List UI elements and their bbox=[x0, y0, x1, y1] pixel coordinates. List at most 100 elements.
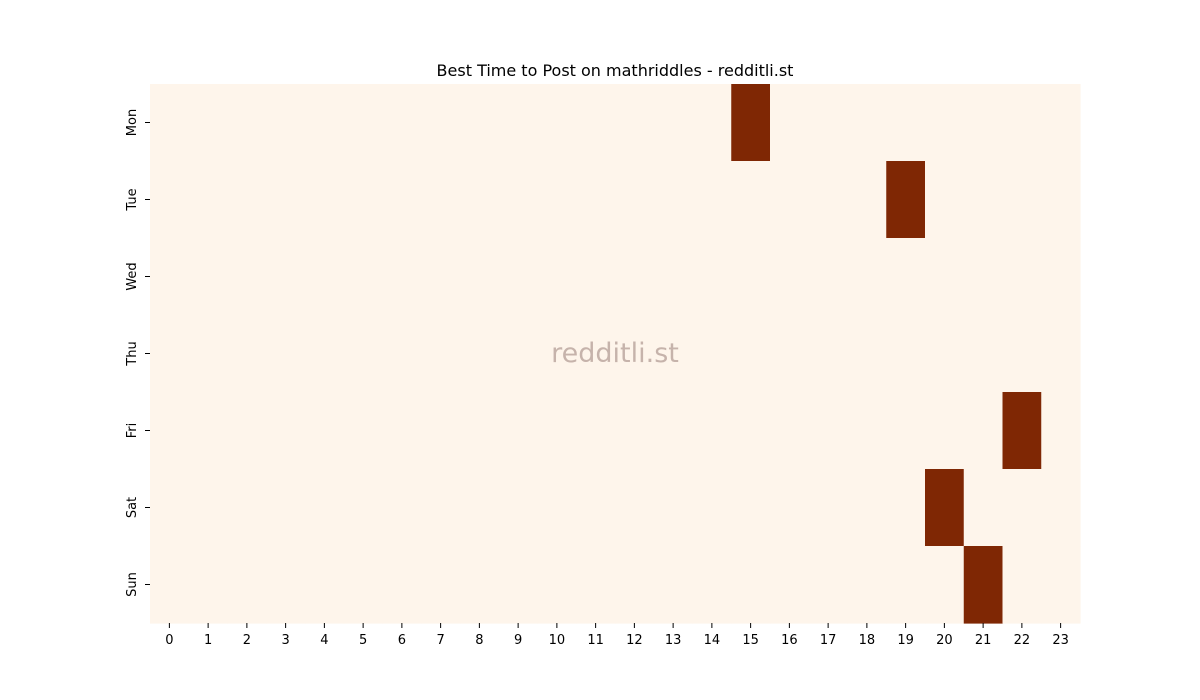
heatmap-cell-fri-17 bbox=[808, 392, 849, 470]
heatmap-cell-wed-2 bbox=[227, 238, 267, 316]
x-tick-label: 21 bbox=[975, 633, 992, 648]
heatmap-cell-thu-1 bbox=[188, 315, 229, 393]
heatmap-cell-fri-2 bbox=[227, 392, 267, 470]
heatmap-cell-tue-12 bbox=[615, 161, 655, 239]
heatmap-cell-mon-18 bbox=[847, 84, 887, 162]
heatmap-cell-sat-13 bbox=[653, 469, 694, 547]
heatmap-cell-wed-22 bbox=[1002, 238, 1042, 316]
heatmap-cell-mon-12 bbox=[615, 84, 655, 162]
heatmap-cell-tue-8 bbox=[460, 161, 500, 239]
x-tick-label: 13 bbox=[665, 633, 682, 648]
heatmap-cell-sat-16 bbox=[770, 469, 810, 547]
heatmap-cell-fri-20 bbox=[925, 392, 965, 470]
x-tick-label: 9 bbox=[514, 633, 522, 648]
heatmap-cell-sat-20 bbox=[925, 469, 965, 547]
heatmap-cell-tue-18 bbox=[847, 161, 887, 239]
heatmap-cell-wed-20 bbox=[925, 238, 965, 316]
heatmap-cell-thu-4 bbox=[305, 315, 345, 393]
x-tick-label: 2 bbox=[243, 633, 251, 648]
heatmap-cell-thu-10 bbox=[537, 315, 577, 393]
heatmap-cell-fri-16 bbox=[770, 392, 810, 470]
heatmap-cell-sun-7 bbox=[421, 546, 461, 624]
heatmap-cell-sat-21 bbox=[963, 469, 1004, 547]
heatmap-cell-thu-21 bbox=[963, 315, 1004, 393]
heatmap-cell-sun-17 bbox=[808, 546, 849, 624]
heatmap-cell-mon-22 bbox=[1002, 84, 1042, 162]
heatmap-cell-fri-19 bbox=[886, 392, 926, 470]
heatmap-cell-sat-11 bbox=[576, 469, 616, 547]
heatmap-cell-mon-21 bbox=[963, 84, 1004, 162]
heatmap-cell-thu-5 bbox=[343, 315, 384, 393]
heatmap-cell-wed-6 bbox=[382, 238, 422, 316]
heatmap-cell-mon-23 bbox=[1041, 84, 1081, 162]
heatmap-cell-sun-2 bbox=[227, 546, 267, 624]
heatmap-cell-wed-19 bbox=[886, 238, 926, 316]
heatmap-cell-fri-18 bbox=[847, 392, 887, 470]
heatmap-cell-wed-7 bbox=[421, 238, 461, 316]
heatmap-cell-wed-15 bbox=[731, 238, 771, 316]
heatmap-cell-thu-9 bbox=[498, 315, 539, 393]
heatmap-cell-tue-6 bbox=[382, 161, 422, 239]
heatmap-cell-sat-17 bbox=[808, 469, 849, 547]
heatmap-cell-sat-15 bbox=[731, 469, 771, 547]
heatmap-cell-fri-1 bbox=[188, 392, 229, 470]
heatmap-cell-tue-5 bbox=[343, 161, 384, 239]
y-tick-label: Tue bbox=[125, 188, 140, 211]
x-tick-label: 19 bbox=[897, 633, 914, 648]
heatmap-cell-wed-4 bbox=[305, 238, 345, 316]
heatmap-cell-mon-8 bbox=[460, 84, 500, 162]
heatmap-cell-wed-12 bbox=[615, 238, 655, 316]
y-axis: Mon Tue Wed Thu Fri Sat Sun bbox=[125, 109, 150, 597]
y-tick-label: Thu bbox=[125, 341, 140, 366]
heatmap-cell-sat-7 bbox=[421, 469, 461, 547]
x-tick-label: 5 bbox=[359, 633, 367, 648]
heatmap-cell-tue-1 bbox=[188, 161, 229, 239]
heatmap-cell-sun-11 bbox=[576, 546, 616, 624]
heatmap-cell-sun-23 bbox=[1041, 546, 1081, 624]
heatmap-cell-mon-4 bbox=[305, 84, 345, 162]
heatmap-cell-fri-3 bbox=[266, 392, 306, 470]
heatmap-cell-sat-4 bbox=[305, 469, 345, 547]
heatmap-cell-tue-20 bbox=[925, 161, 965, 239]
heatmap-cell-mon-20 bbox=[925, 84, 965, 162]
heatmap-cell-sun-9 bbox=[498, 546, 539, 624]
heatmap-cell-thu-3 bbox=[266, 315, 306, 393]
heatmap-cell-tue-2 bbox=[227, 161, 267, 239]
heatmap-cell-tue-17 bbox=[808, 161, 849, 239]
heatmap-cell-fri-4 bbox=[305, 392, 345, 470]
heatmap-cell-mon-13 bbox=[653, 84, 694, 162]
heatmap-cell-wed-5 bbox=[343, 238, 384, 316]
heatmap-cell-sun-10 bbox=[537, 546, 577, 624]
heatmap-cell-sat-23 bbox=[1041, 469, 1081, 547]
heatmap-cell-sun-8 bbox=[460, 546, 500, 624]
heatmap-cell-sun-18 bbox=[847, 546, 887, 624]
heatmap-cell-thu-23 bbox=[1041, 315, 1081, 393]
heatmap-cell-thu-13 bbox=[653, 315, 694, 393]
heatmap-cell-thu-22 bbox=[1002, 315, 1042, 393]
x-tick-label: 23 bbox=[1052, 633, 1069, 648]
heatmap-cell-thu-2 bbox=[227, 315, 267, 393]
heatmap-cell-sun-5 bbox=[343, 546, 384, 624]
heatmap-cell-thu-17 bbox=[808, 315, 849, 393]
x-tick-label: 16 bbox=[781, 633, 798, 648]
x-tick-label: 4 bbox=[320, 633, 328, 648]
x-tick-label: 17 bbox=[820, 633, 837, 648]
heatmap-cell-thu-14 bbox=[692, 315, 732, 393]
heatmap-cell-sun-12 bbox=[615, 546, 655, 624]
heatmap-cell-sun-1 bbox=[188, 546, 229, 624]
heatmap-cell-sun-19 bbox=[886, 546, 926, 624]
heatmap-cell-mon-15 bbox=[731, 84, 771, 162]
heatmap-cell-tue-22 bbox=[1002, 161, 1042, 239]
heatmap-cell-tue-3 bbox=[266, 161, 306, 239]
heatmap-cell-thu-12 bbox=[615, 315, 655, 393]
heatmap-cell-mon-0 bbox=[150, 84, 190, 162]
heatmap-cell-tue-9 bbox=[498, 161, 539, 239]
heatmap-cell-mon-2 bbox=[227, 84, 267, 162]
heatmap-cell-wed-10 bbox=[537, 238, 577, 316]
heatmap-cell-sun-21 bbox=[963, 546, 1004, 624]
heatmap-cell-tue-4 bbox=[305, 161, 345, 239]
heatmap-cell-wed-14 bbox=[692, 238, 732, 316]
heatmap-cell-sat-6 bbox=[382, 469, 422, 547]
heatmap-cell-sat-10 bbox=[537, 469, 577, 547]
